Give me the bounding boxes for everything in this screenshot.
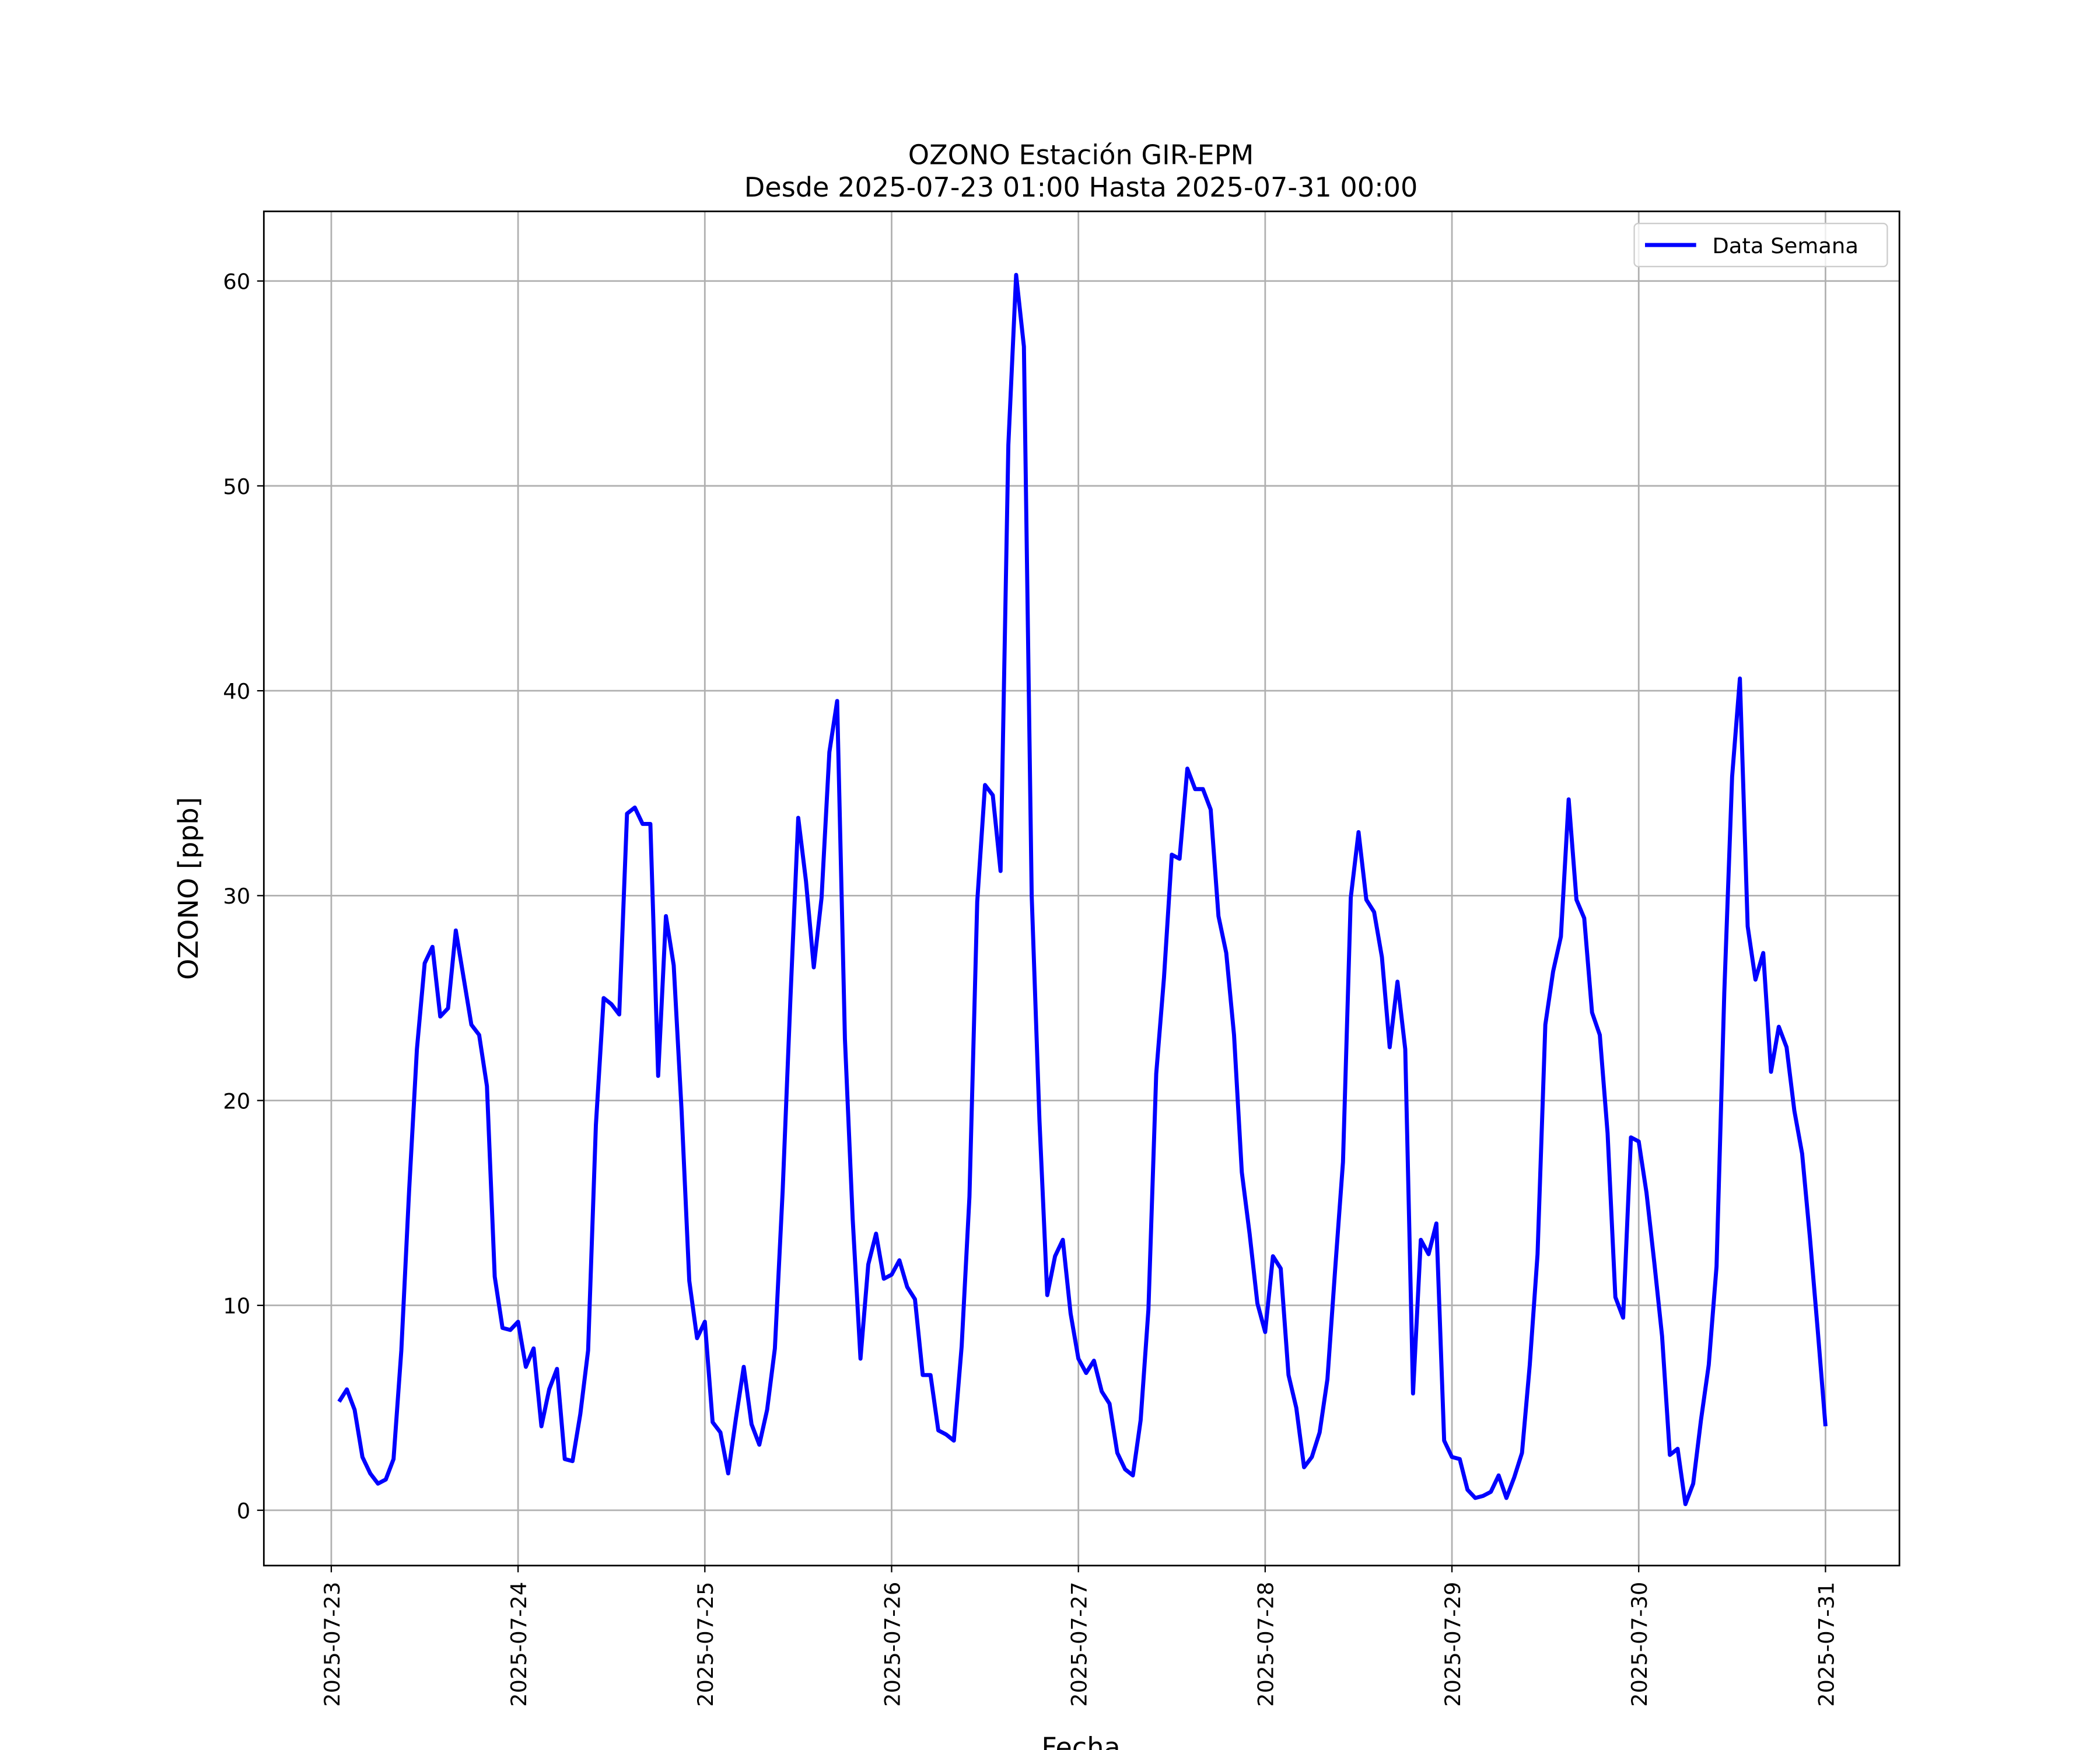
legend-label: Data Semana	[1712, 233, 1859, 258]
chart-title: OZONO Estación GIR-EPM	[908, 139, 1254, 171]
x-tick-label: 2025-07-31	[1814, 1582, 1839, 1707]
x-tick-label: 2025-07-28	[1254, 1582, 1279, 1707]
x-tick-label: 2025-07-26	[880, 1582, 905, 1707]
chart-subtitle: Desde 2025-07-23 01:00 Hasta 2025-07-31 …	[744, 172, 1418, 203]
y-axis-label: OZONO [ppb]	[173, 797, 204, 980]
y-tick-label: 0	[237, 1499, 250, 1524]
y-tick-label: 40	[223, 679, 250, 704]
x-tick-label: 2025-07-29	[1440, 1582, 1465, 1707]
y-tick-label: 20	[223, 1088, 250, 1114]
x-tick-label: 2025-07-30	[1627, 1582, 1652, 1707]
y-tick-label: 30	[223, 884, 250, 909]
x-tick-label: 2025-07-24	[506, 1582, 531, 1707]
plot-frame	[262, 210, 1901, 1567]
x-tick-label: 2025-07-27	[1067, 1582, 1092, 1707]
x-axis-label: Fecha	[1041, 1732, 1120, 1750]
y-tick-label: 60	[223, 270, 250, 295]
legend-box	[1633, 222, 1888, 268]
y-tick-label: 10	[223, 1294, 250, 1319]
x-tick-label: 2025-07-23	[320, 1582, 345, 1707]
legend: Data Semana	[1633, 222, 1888, 268]
x-tick-label: 2025-07-25	[693, 1582, 718, 1707]
data-line	[337, 272, 1828, 1506]
y-tick-label: 50	[223, 474, 250, 499]
